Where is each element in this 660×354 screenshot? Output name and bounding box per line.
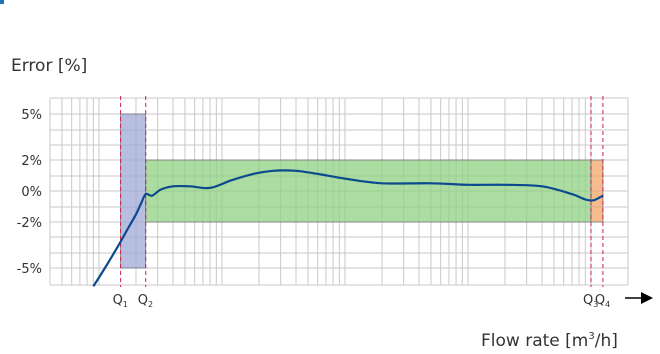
y-tick-label: -5% [17, 262, 42, 277]
q-label-2: Q2 [138, 293, 153, 309]
q-label-sub: 1 [123, 300, 128, 309]
q-label-sub: 3 [593, 300, 598, 309]
zone-normal [145, 159, 592, 223]
zone-low [120, 113, 147, 269]
q-label-base: Q [595, 293, 605, 308]
q-label-sub: 2 [148, 300, 153, 309]
error-curve-group [92, 169, 604, 287]
zone-high [590, 159, 604, 223]
q-label-3: Q3 [583, 293, 598, 309]
q-label-sub: 4 [605, 300, 610, 309]
y-tick-labels: 5% 2% 0% -2% -5% [17, 108, 42, 277]
x-axis-label-sup: 3 [588, 331, 594, 342]
x-axis-label: Flow rate [m3/h] [481, 331, 618, 351]
q-marker-lines [120, 96, 604, 287]
x-axis-arrowhead [641, 292, 653, 304]
q-label-base: Q [138, 293, 148, 308]
x-axis-label-end: /h] [595, 331, 618, 351]
y-tick-label: -2% [17, 216, 42, 231]
q-label-1: Q1 [113, 293, 128, 309]
y-tick-label: 2% [21, 154, 42, 169]
x-axis-label-main: Flow rate [m [481, 331, 588, 351]
y-axis-label: Error [%] [11, 56, 87, 76]
q-label-base: Q [113, 293, 123, 308]
y-tick-label: 5% [21, 108, 42, 123]
q-label-base: Q [583, 293, 593, 308]
accent-mark [0, 0, 4, 4]
y-tick-label: 0% [21, 185, 42, 200]
error-curve [92, 169, 604, 287]
tolerance-zones [120, 113, 604, 269]
q-label-4: Q4 [595, 293, 610, 309]
